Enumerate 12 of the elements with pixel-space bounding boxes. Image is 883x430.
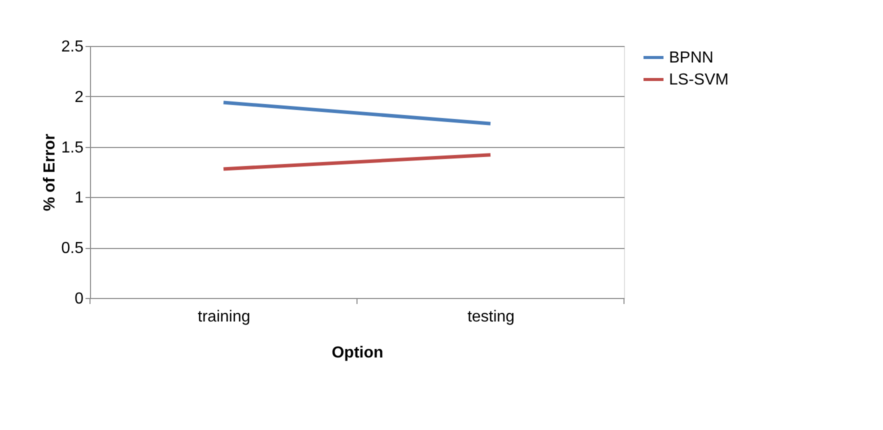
y-tick-label: 1 xyxy=(74,190,84,207)
y-tick-label: 0 xyxy=(74,290,84,308)
y-tick-label: 2.5 xyxy=(61,38,84,56)
x-tick-label: testing xyxy=(467,308,515,326)
y-tick-label: 1.5 xyxy=(61,139,84,156)
x-axis-title: Option xyxy=(332,344,384,362)
legend-label: LS-SVM xyxy=(669,72,729,88)
y-axis-title: % of Error xyxy=(41,134,58,212)
x-tick-label: training xyxy=(198,308,250,326)
y-tick-label: 2 xyxy=(74,88,84,106)
y-tick-label: 0.5 xyxy=(61,240,84,258)
legend-label: BPNN xyxy=(669,50,714,66)
